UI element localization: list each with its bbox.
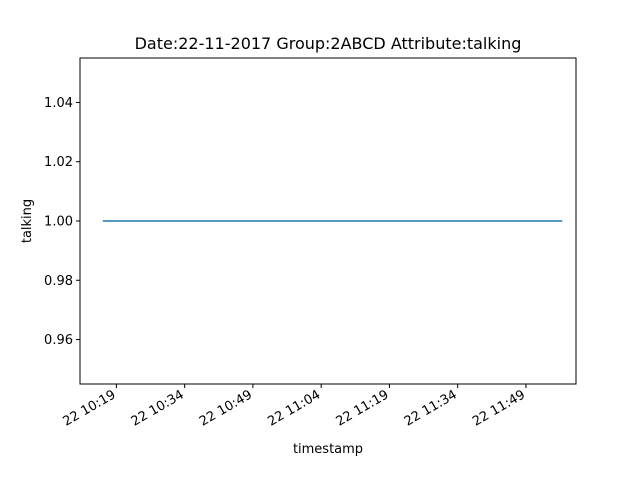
- x-tick-label: 22 11:49: [470, 387, 528, 429]
- x-tick-label: 22 11:34: [402, 387, 460, 429]
- chart-title: Date:22-11-2017 Group:2ABCD Attribute:ta…: [135, 34, 522, 53]
- y-tick-label: 0.98: [44, 274, 73, 289]
- y-axis-label: talking: [20, 199, 35, 243]
- x-tick-label: 22 10:19: [61, 387, 119, 429]
- y-tick-label: 0.96: [44, 333, 73, 348]
- x-tick-label: 22 10:49: [197, 387, 255, 429]
- plot-frame: [79, 57, 577, 385]
- x-axis-label: timestamp: [293, 442, 363, 457]
- x-tick-label: 22 11:19: [334, 387, 392, 429]
- y-axis: 0.96 0.98 1.00 1.02 1.04: [44, 96, 80, 348]
- x-axis: 22 10:19 22 10:34 22 10:49 22 11:04 22 11:19…: [61, 384, 528, 430]
- x-tick-label: 22 10:34: [129, 387, 187, 429]
- y-tick-label: 1.02: [44, 155, 73, 170]
- y-tick-label: 1.00: [44, 215, 73, 230]
- x-tick-label: 22 11:04: [265, 387, 323, 429]
- y-tick-label: 1.04: [44, 96, 73, 111]
